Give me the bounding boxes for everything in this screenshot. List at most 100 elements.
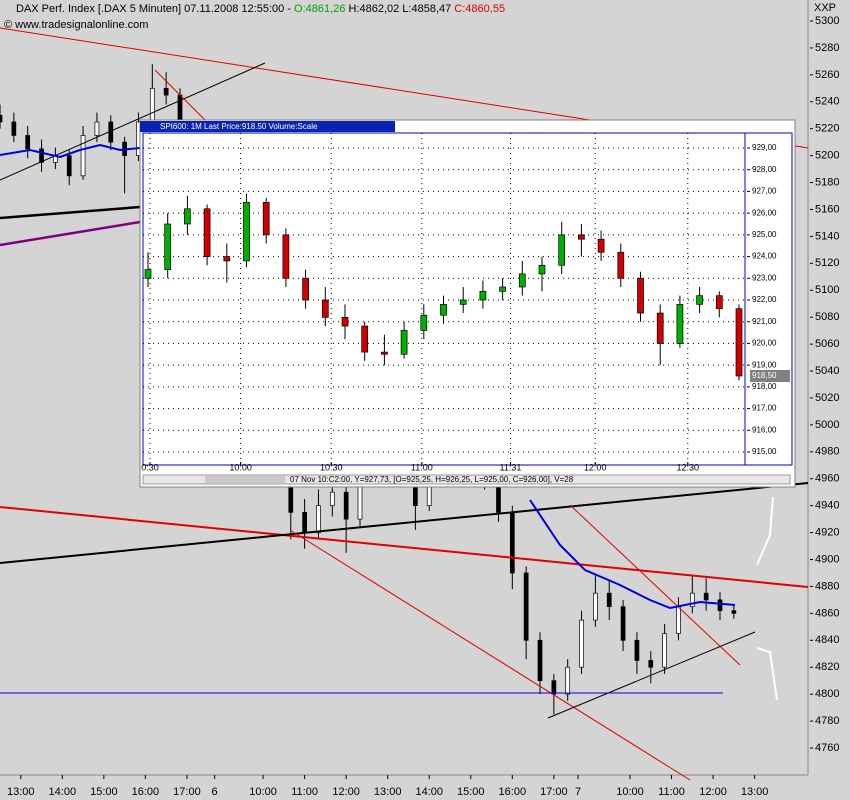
y-tick-label: 922,00 xyxy=(752,295,777,304)
source: © www.tradesignalonline.com xyxy=(4,19,148,31)
candle-body xyxy=(634,639,640,661)
x-tick-label: 14:00 xyxy=(415,786,443,798)
title-bar xyxy=(140,121,395,132)
x-tick-label: 11:00 xyxy=(411,462,433,472)
candle-body xyxy=(184,208,191,225)
candle-body xyxy=(558,234,566,266)
candle-body xyxy=(696,295,703,305)
candle-body xyxy=(302,277,309,301)
x-tick-label: 12:00 xyxy=(332,786,360,798)
trendline xyxy=(547,631,756,719)
y-tick-label: 925,00 xyxy=(752,230,777,239)
x-tick-label: 13:00 xyxy=(741,786,769,798)
candle-body xyxy=(662,633,667,668)
candle-body xyxy=(400,330,408,355)
moving-average xyxy=(529,499,736,610)
trendline xyxy=(289,529,691,781)
y-tick-label: 5180 xyxy=(815,176,839,188)
y-tick-label: 4900 xyxy=(815,553,839,565)
y-tick-label: 5040 xyxy=(815,365,839,377)
header: DAX Perf. Index [.DAX 5 Minuten] 07.11.2… xyxy=(16,3,505,15)
candle-body xyxy=(66,155,72,177)
inset-title: SPI600: 1M Last Price:918.50 Volume:Scal… xyxy=(160,122,318,131)
candle-body xyxy=(523,572,529,641)
y-tick-label: 4980 xyxy=(815,446,839,458)
candle-body xyxy=(676,606,681,634)
x-tick-label: 13:00 xyxy=(7,786,35,798)
moving-average xyxy=(0,220,141,247)
candle-body xyxy=(381,351,388,355)
x-tick-label: 13:00 xyxy=(374,786,402,798)
high-label: H:4862,02 xyxy=(348,3,399,15)
candle-body xyxy=(282,234,290,279)
x-tick-label: 15:00 xyxy=(457,786,485,798)
y-tick-label: 918,00 xyxy=(752,382,777,391)
y-tick-label: 915,00 xyxy=(752,447,777,456)
x-tick-label: 15:00 xyxy=(90,786,118,798)
candle-body xyxy=(717,599,723,612)
x-tick-label: 12:00 xyxy=(584,462,607,472)
candle-body xyxy=(0,114,3,123)
moving-average xyxy=(0,143,141,159)
x-tick-label: 11:00 xyxy=(291,786,318,798)
inset-axis xyxy=(744,132,793,466)
candle-body xyxy=(459,299,467,305)
status: 07 Nov 10:C2:00, Y=927,73, [O=925,25, H=… xyxy=(290,475,574,484)
candle-body xyxy=(39,148,44,163)
x-tick-label: 12:00 xyxy=(699,786,727,798)
trendline xyxy=(0,62,266,181)
candle-body xyxy=(163,87,169,96)
x-tick-label: 10:00 xyxy=(229,462,252,472)
x-tick-label: 7 xyxy=(575,786,581,798)
moving-average xyxy=(0,205,141,220)
y-tick-label: 4940 xyxy=(815,500,839,512)
header: DAX Perf. Index [.DAX 5 Minuten] 07.11.2… xyxy=(4,2,836,31)
scroll-thumb xyxy=(205,476,285,483)
trendline xyxy=(154,69,206,121)
x-tick-label: 11:00 xyxy=(658,786,685,798)
x-tick-label: 6 xyxy=(212,786,218,798)
trendline xyxy=(0,506,809,588)
candle-body xyxy=(11,121,17,136)
corner-label: XXP xyxy=(814,2,836,14)
last-price-label: 918,50 xyxy=(752,371,777,380)
y-tick-label: 5100 xyxy=(815,284,839,296)
y-tick-label: 927,00 xyxy=(752,187,777,196)
y-tick-label: 4760 xyxy=(815,742,839,754)
y-tick-label: 5260 xyxy=(815,69,839,81)
candle-body xyxy=(579,619,584,668)
inset-window: SPI600: 1M Last Price:918.50 Volume:Scal… xyxy=(139,119,796,488)
y-tick-label: 5300 xyxy=(815,15,839,27)
candle-body xyxy=(321,299,329,318)
candle-body xyxy=(676,303,684,344)
y-tick-label: 4840 xyxy=(815,634,839,646)
candle-body xyxy=(316,505,321,533)
x-tick-label: 10:00 xyxy=(616,786,644,798)
candle-body xyxy=(164,223,172,270)
y-tick-label: 5020 xyxy=(815,392,839,404)
candle-body xyxy=(617,251,625,279)
close-label: C:4860,55 xyxy=(454,3,505,15)
candle-body xyxy=(606,592,612,607)
low-label: L:4858,47 xyxy=(402,3,451,15)
candle-body xyxy=(735,308,743,377)
candle-body xyxy=(343,491,349,520)
y-tick-label: 4960 xyxy=(815,473,839,485)
y-tick-label: 929,00 xyxy=(752,143,777,152)
candle-body xyxy=(620,606,626,641)
y-tick-label: 920,00 xyxy=(752,339,777,348)
candle-body xyxy=(80,135,86,177)
candle-body xyxy=(440,303,447,316)
candle-body xyxy=(648,660,654,668)
candle-body xyxy=(94,121,100,136)
candle-body xyxy=(341,317,349,327)
y-tick-label: 5120 xyxy=(815,257,839,269)
x-tick-label: 16:00 xyxy=(132,786,160,798)
candle-body xyxy=(262,201,270,236)
candle-body xyxy=(420,314,428,331)
y-tick-label: 5280 xyxy=(815,42,839,54)
x-tick-label: 11:31 xyxy=(500,462,522,472)
candle-body xyxy=(597,238,605,253)
y-tick-label: 917,00 xyxy=(752,404,777,413)
